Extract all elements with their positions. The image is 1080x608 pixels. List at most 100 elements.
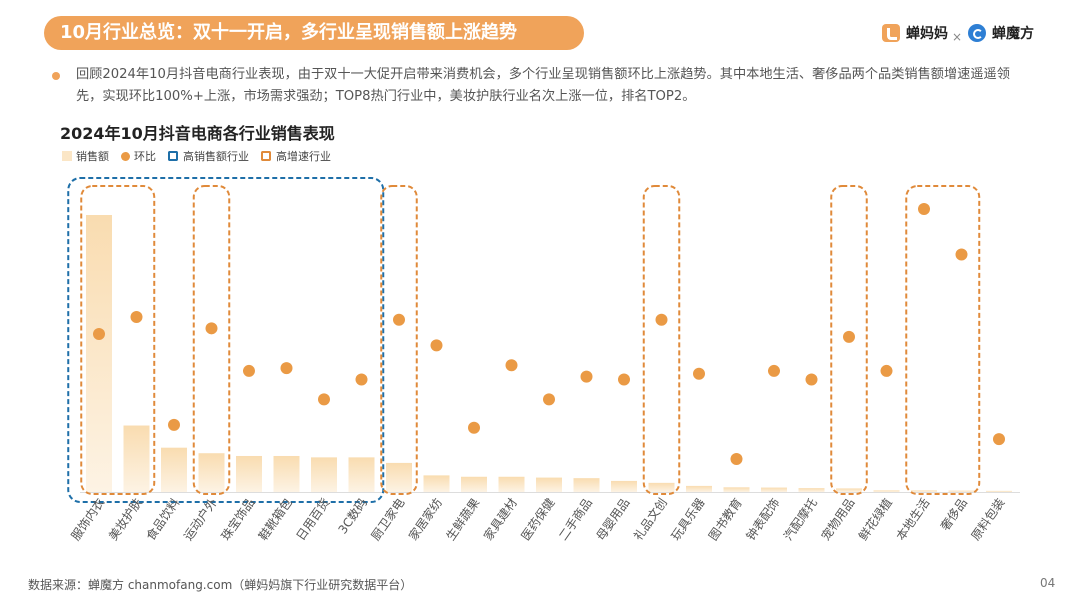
brand-chanmofang-label: 蝉魔方 [992, 26, 1034, 42]
box-high-growth-3 [642, 185, 681, 495]
bar-sales-15 [648, 482, 675, 492]
dot-growth-23 [955, 248, 968, 261]
dot-growth-11 [505, 359, 518, 372]
bar-sales-5 [273, 455, 300, 492]
tick-label-3: 运动户外 [180, 495, 220, 543]
dot-growth-18 [768, 364, 780, 377]
bar-sales-24 [986, 490, 1012, 492]
bar-sales-14 [611, 480, 637, 492]
tick-label-18: 钟表配饰 [743, 495, 783, 543]
legend-bar-swatch [62, 151, 72, 161]
bar-sales-4 [236, 455, 262, 492]
bar-sales-13 [573, 478, 600, 492]
bullet-dot-icon [52, 72, 60, 80]
tick-label-6: 日用百货 [293, 495, 333, 543]
box-high-growth-1 [192, 185, 231, 495]
tick-label-22: 本地生活 [893, 496, 932, 543]
box-high-growth-5 [905, 185, 981, 495]
dot-growth-17 [730, 453, 743, 465]
chart-legend: 销售额 环比 高销售额行业 高增速行业 [62, 148, 343, 164]
brand-chanmofang: 蝉魔方 [968, 20, 1034, 46]
box-high-growth-0 [80, 185, 156, 495]
tick-label-24: 原料包装 [968, 496, 1007, 543]
legend-item-sales: 销售额 [62, 148, 109, 164]
legend-blue-box-swatch [168, 151, 178, 161]
legend-orange-box-swatch [261, 151, 271, 161]
tick-label-21: 鲜花绿植 [855, 495, 895, 543]
tick-label-19: 汽配摩托 [780, 495, 820, 543]
tick-label-17: 图书教育 [705, 495, 745, 543]
dot-growth-9 [430, 339, 443, 352]
bar-sales-17 [723, 487, 750, 492]
dot-growth-7 [355, 373, 368, 386]
dot-growth-16 [693, 367, 705, 380]
bar-sales-20 [836, 488, 862, 492]
legend-label-sales: 销售额 [76, 150, 109, 163]
dot-growth-14 [618, 373, 630, 386]
bar-sales-12 [536, 477, 562, 492]
legend-label-growth: 环比 [134, 150, 156, 163]
legend-label-high-sales: 高销售额行业 [183, 150, 249, 163]
legend-item-high-sales: 高销售额行业 [168, 148, 249, 164]
dot-growth-2 [168, 418, 180, 431]
chanmama-logo-icon [882, 24, 900, 42]
dot-growth-10 [468, 421, 480, 434]
page-number: 04 [1040, 576, 1056, 590]
bar-sales-0 [86, 215, 112, 492]
tick-label-13: 二手商品 [555, 495, 595, 543]
dot-growth-5 [280, 362, 293, 375]
bar-sales-8 [386, 462, 412, 492]
bar-sales-18 [761, 487, 787, 492]
legend-label-high-growth: 高增速行业 [276, 150, 331, 163]
chart-title: 2024年10月抖音电商各行业销售表现 [60, 124, 335, 143]
box-high-growth-2 [380, 185, 418, 495]
legend-item-growth: 环比 [121, 148, 156, 164]
dot-growth-13 [580, 370, 593, 383]
box-high-growth-4 [830, 185, 868, 495]
bar-sales-2 [161, 447, 187, 492]
dot-growth-21 [880, 364, 893, 377]
brand-chanmama-label: 蝉妈妈 [906, 26, 948, 42]
tick-label-20: 宠物用品 [818, 495, 858, 543]
tick-label-14: 母婴用品 [593, 496, 632, 543]
tick-label-11: 家具建材 [480, 495, 520, 543]
tick-label-16: 玩具乐器 [668, 496, 707, 543]
dot-growth-24 [993, 433, 1005, 446]
dot-growth-3 [205, 322, 218, 335]
bar-sales-19 [798, 488, 825, 492]
dot-growth-22 [918, 203, 930, 215]
footer-source: 数据来源：蝉魔方 chanmofang.com（蝉妈妈旗下行业研究数据平台） [28, 578, 413, 592]
summary-text: 回顾2024年10月抖音电商行业表现，由于双十一大促开启带来消费机会，多个行业呈… [76, 67, 1010, 104]
bar-sales-7 [348, 457, 375, 492]
bar-sales-11 [498, 476, 525, 492]
tick-label-23: 奢侈品 [938, 496, 970, 534]
bar-sales-3 [198, 453, 225, 492]
bar-sales-21 [873, 490, 900, 492]
tick-label-15: 礼品文创 [630, 495, 670, 543]
bar-sales-10 [461, 476, 487, 492]
tick-label-12: 医药保健 [518, 496, 557, 543]
dot-growth-8 [393, 313, 405, 326]
page-title: 10月行业总览：双十一开启，多行业呈现销售额上涨趋势 [44, 16, 584, 50]
bar-sales-23 [948, 490, 975, 492]
dot-growth-15 [655, 313, 668, 326]
dot-growth-4 [243, 364, 255, 377]
dot-growth-12 [543, 393, 555, 406]
dot-growth-20 [843, 330, 855, 343]
tick-label-9: 家居家纺 [405, 495, 445, 543]
brand-separator: × [952, 30, 963, 44]
legend-dot-swatch [121, 151, 130, 161]
bar-sales-16 [686, 485, 712, 492]
dot-growth-1 [130, 310, 143, 323]
dot-growth-6 [318, 393, 330, 406]
bar-sales-1 [123, 425, 150, 492]
bar-sales-6 [311, 457, 337, 492]
legend-item-high-growth: 高增速行业 [261, 148, 331, 164]
dot-growth-0 [93, 328, 105, 340]
chanmofang-logo-icon [968, 24, 986, 42]
bar-sales-22 [911, 490, 937, 492]
tick-label-10: 生鲜蔬果 [443, 496, 482, 543]
bar-sales-9 [423, 475, 450, 492]
box-high-sales [67, 177, 385, 503]
